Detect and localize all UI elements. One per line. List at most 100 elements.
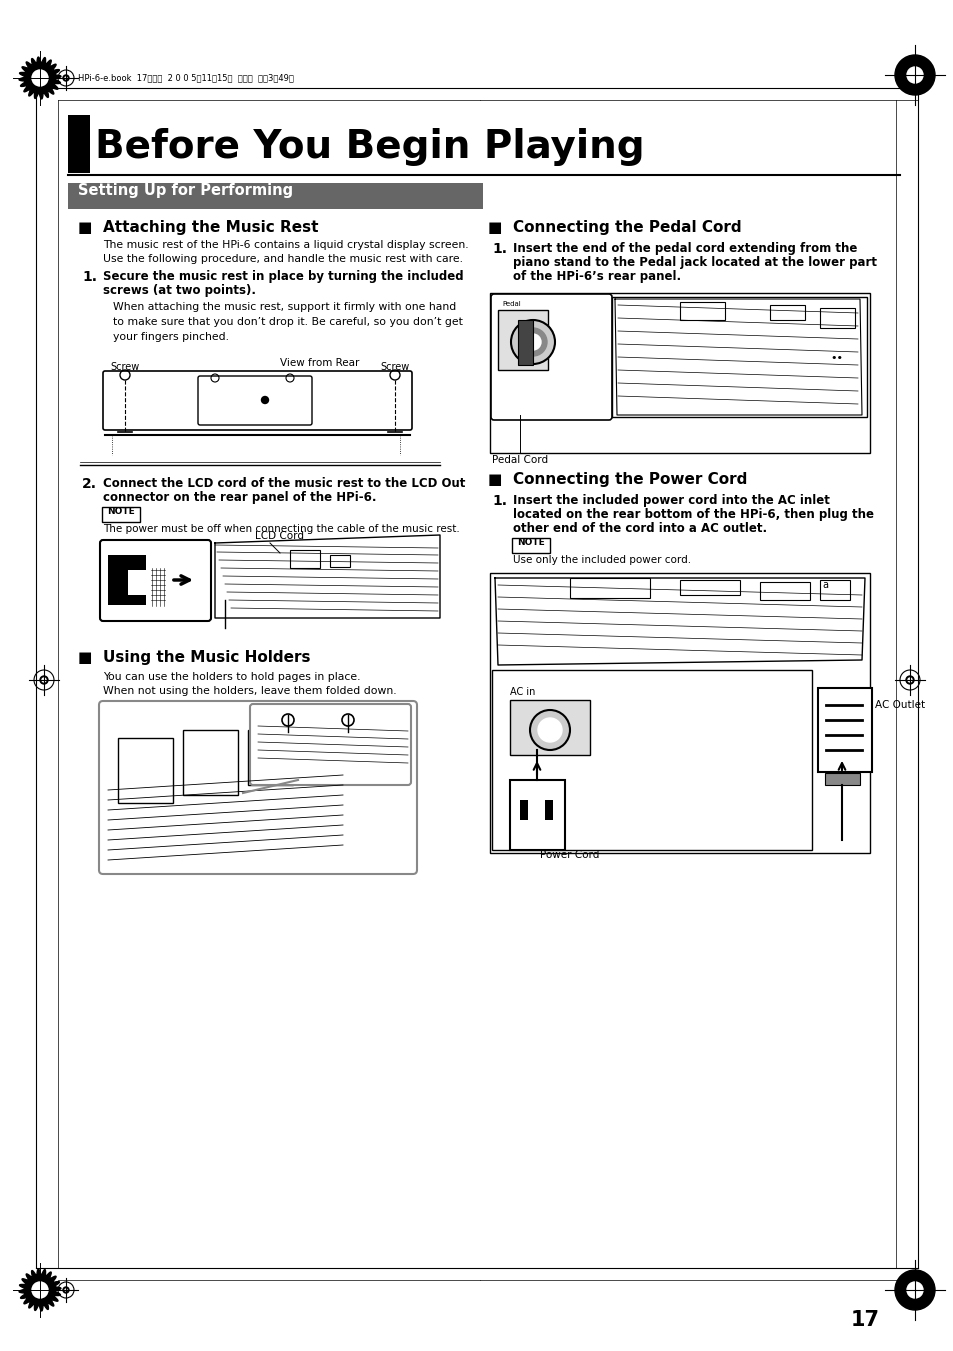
FancyBboxPatch shape	[491, 295, 612, 420]
Bar	[820, 308, 854, 328]
Bar	[128, 570, 146, 594]
Circle shape	[65, 1289, 67, 1292]
Text: Power Cord: Power Cord	[539, 850, 599, 861]
Bar	[679, 303, 724, 320]
Text: You can use the holders to hold pages in place.: You can use the holders to hold pages in…	[103, 671, 360, 682]
Text: ■: ■	[488, 220, 502, 235]
Bar	[679, 580, 740, 594]
FancyBboxPatch shape	[490, 293, 869, 453]
Circle shape	[32, 70, 48, 86]
Text: ■: ■	[78, 650, 92, 665]
Text: When attaching the music rest, support it firmly with one hand
to make sure that: When attaching the music rest, support i…	[112, 303, 462, 342]
Bar	[555, 724, 558, 736]
Text: Connect the LCD cord of the music rest to the LCD Out: Connect the LCD cord of the music rest t…	[103, 477, 465, 490]
Bar	[519, 800, 527, 820]
Circle shape	[40, 676, 48, 684]
Bar	[569, 578, 649, 598]
Text: ■: ■	[78, 220, 92, 235]
Circle shape	[524, 334, 540, 350]
Text: screws (at two points).: screws (at two points).	[103, 284, 255, 297]
Text: Secure the music rest in place by turning the included: Secure the music rest in place by turnin…	[103, 270, 463, 282]
Text: View from Rear: View from Rear	[280, 358, 359, 367]
Text: 1.: 1.	[492, 242, 506, 255]
Text: Before You Begin Playing: Before You Begin Playing	[95, 128, 644, 166]
Circle shape	[63, 1288, 69, 1293]
Text: AC Outlet: AC Outlet	[874, 700, 924, 711]
Circle shape	[32, 1282, 48, 1298]
FancyBboxPatch shape	[100, 540, 211, 621]
Polygon shape	[19, 57, 61, 99]
Text: Connecting the Power Cord: Connecting the Power Cord	[513, 471, 746, 486]
Bar	[760, 582, 809, 600]
Text: ■: ■	[488, 471, 502, 486]
Text: LCD Cord: LCD Cord	[254, 531, 304, 540]
FancyBboxPatch shape	[492, 670, 811, 850]
Polygon shape	[19, 1269, 61, 1310]
Text: Pedal: Pedal	[501, 301, 520, 307]
Text: 1.: 1.	[82, 270, 97, 284]
Text: other end of the cord into a AC outlet.: other end of the cord into a AC outlet.	[513, 521, 766, 535]
Bar	[68, 182, 482, 209]
Circle shape	[894, 1270, 934, 1310]
Circle shape	[63, 76, 69, 81]
FancyBboxPatch shape	[817, 688, 871, 771]
Text: piano stand to the Pedal jack located at the lower part: piano stand to the Pedal jack located at…	[513, 255, 876, 269]
FancyBboxPatch shape	[490, 573, 869, 852]
Text: located on the rear bottom of the HPi-6, then plug the: located on the rear bottom of the HPi-6,…	[513, 508, 873, 521]
Text: connector on the rear panel of the HPi-6.: connector on the rear panel of the HPi-6…	[103, 490, 376, 504]
Text: AC in: AC in	[510, 688, 535, 697]
Text: Insert the included power cord into the AC inlet: Insert the included power cord into the …	[513, 494, 829, 507]
Text: Use only the included power cord.: Use only the included power cord.	[513, 555, 690, 565]
Text: NOTE: NOTE	[517, 538, 544, 547]
Text: When not using the holders, leave them folded down.: When not using the holders, leave them f…	[103, 686, 396, 696]
Text: Pedal Cord: Pedal Cord	[492, 455, 547, 465]
Circle shape	[511, 320, 555, 363]
Polygon shape	[615, 299, 862, 415]
Text: Connecting the Pedal Cord: Connecting the Pedal Cord	[513, 220, 740, 235]
Bar	[330, 555, 350, 567]
Circle shape	[907, 678, 911, 682]
Bar	[540, 724, 544, 736]
Text: Using the Music Holders: Using the Music Holders	[103, 650, 310, 665]
FancyBboxPatch shape	[99, 701, 416, 874]
Bar	[248, 730, 293, 785]
Text: ••: ••	[829, 353, 842, 363]
Text: 2.: 2.	[82, 477, 97, 490]
Circle shape	[906, 1282, 923, 1298]
Bar	[820, 580, 849, 600]
Circle shape	[42, 678, 46, 682]
Circle shape	[894, 55, 934, 95]
Bar	[510, 780, 564, 850]
Circle shape	[65, 77, 67, 78]
Text: Attaching the Music Rest: Attaching the Music Rest	[103, 220, 318, 235]
Text: Screw: Screw	[111, 362, 139, 372]
Text: Setting Up for Performing: Setting Up for Performing	[78, 182, 293, 199]
FancyBboxPatch shape	[512, 538, 550, 553]
Bar	[183, 730, 237, 794]
Text: of the HPi-6’s rear panel.: of the HPi-6’s rear panel.	[513, 270, 680, 282]
Bar	[544, 800, 553, 820]
Bar	[68, 115, 90, 173]
FancyBboxPatch shape	[198, 376, 312, 426]
FancyBboxPatch shape	[102, 507, 140, 521]
Text: 1.: 1.	[492, 494, 506, 508]
Circle shape	[906, 68, 923, 82]
Text: NOTE: NOTE	[107, 507, 134, 516]
Text: Screw: Screw	[380, 362, 409, 372]
Bar	[497, 309, 547, 370]
Bar	[290, 550, 319, 567]
Text: HPi-6-e.book  17ページ  2 0 0 5年11月15日  火曜日  午後3晄49分: HPi-6-e.book 17ページ 2 0 0 5年11月15日 火曜日 午後…	[78, 73, 294, 82]
FancyBboxPatch shape	[103, 372, 412, 430]
Circle shape	[518, 328, 546, 357]
Text: The power must be off when connecting the cable of the music rest.: The power must be off when connecting th…	[103, 524, 459, 534]
Text: Use the following procedure, and handle the music rest with care.: Use the following procedure, and handle …	[103, 254, 462, 263]
Bar	[108, 555, 146, 605]
FancyBboxPatch shape	[250, 704, 411, 785]
Bar	[510, 700, 589, 755]
Text: The music rest of the HPi-6 contains a liquid crystal display screen.: The music rest of the HPi-6 contains a l…	[103, 240, 468, 250]
Bar	[824, 773, 859, 785]
FancyBboxPatch shape	[612, 297, 866, 417]
Circle shape	[905, 676, 913, 684]
Circle shape	[537, 717, 561, 742]
Circle shape	[530, 711, 569, 750]
